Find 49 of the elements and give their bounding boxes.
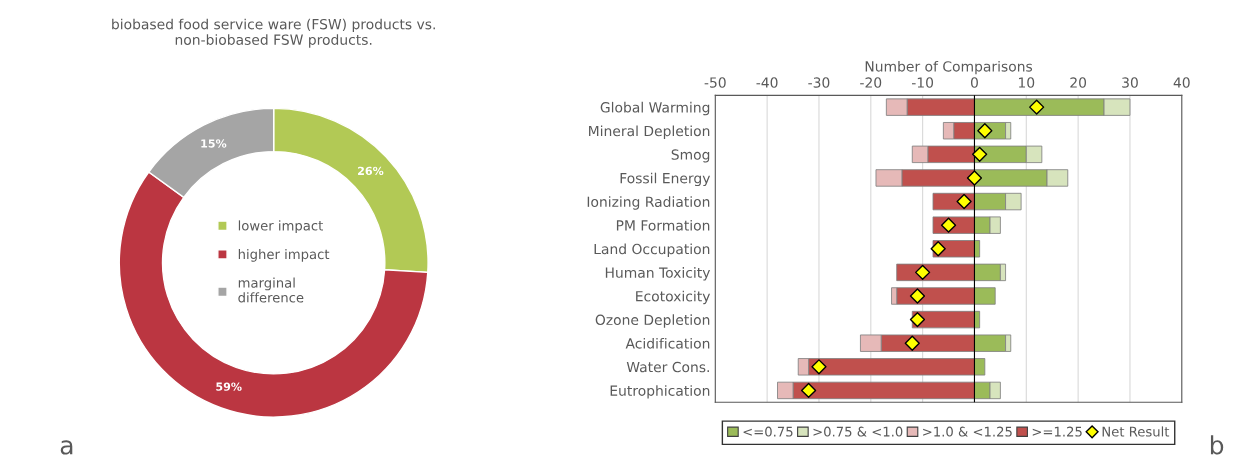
y-tick-label: Mineral Depletion [589,125,710,139]
point [972,146,988,162]
x-tick-label: -20 [860,77,882,88]
x-tick-label: -50 [704,77,726,88]
y-tick-label: Ecotoxicity [636,290,711,305]
chart-title: biobased food service ware (FSW) products vs. non-biobased FSW products. [112,18,435,48]
x-tick-label: 40 [1173,77,1190,88]
legend-label: <=0.75 [743,426,793,437]
y-tick-label: PM Formation [616,219,710,231]
legend-label: >0.75 & <1.0 [813,426,903,437]
y-tick-label: Water Cons. [626,361,709,373]
x-tick-label: -10 [911,77,934,88]
x-axis-title: Number of Comparisons [865,60,1033,75]
y-tick-label: Land Occupation [594,243,710,257]
x-tick-label: -40 [756,77,778,88]
text: a [60,440,73,455]
y-tick-label: Fossil Energy [620,172,711,187]
point [930,241,946,257]
y-tick-label: Acidification [625,337,710,349]
point [811,359,827,375]
legend-label: >=1.25 [1032,426,1082,437]
legend-label: >1.0 & <1.25 [923,426,1012,437]
legend-label: Net Result [1102,426,1170,437]
x-tick-label: 0 [970,77,978,88]
y-tick-label: Human Toxicity [605,267,711,281]
text: b [1210,435,1224,455]
legend-label: marginal difference [238,277,304,303]
data-label: 26% [358,166,384,176]
legend-label: lower impact [238,220,323,234]
point [966,170,983,186]
point [909,311,926,328]
y-tick-label: Eutrophication [610,385,710,399]
y-tick-label: Ionizing Radiation [587,196,710,210]
x-tick-label: 30 [1122,77,1138,88]
data-label: 15% [201,139,227,148]
point [800,382,817,399]
y-tick-label: Global Warming [600,101,710,116]
point [904,335,920,351]
point [956,193,972,210]
y-tick-label: Ozone Depletion [595,314,710,328]
x-tick-label: 20 [1070,77,1087,88]
point [909,288,926,304]
point [914,264,931,281]
point [1029,99,1045,115]
data-label: 59% [216,382,242,391]
x-tick-label: 10 [1018,77,1035,88]
legend-label: higher impact [238,248,330,262]
y-tick-label: Smog [671,149,710,163]
x-tick-label: -30 [808,77,830,88]
